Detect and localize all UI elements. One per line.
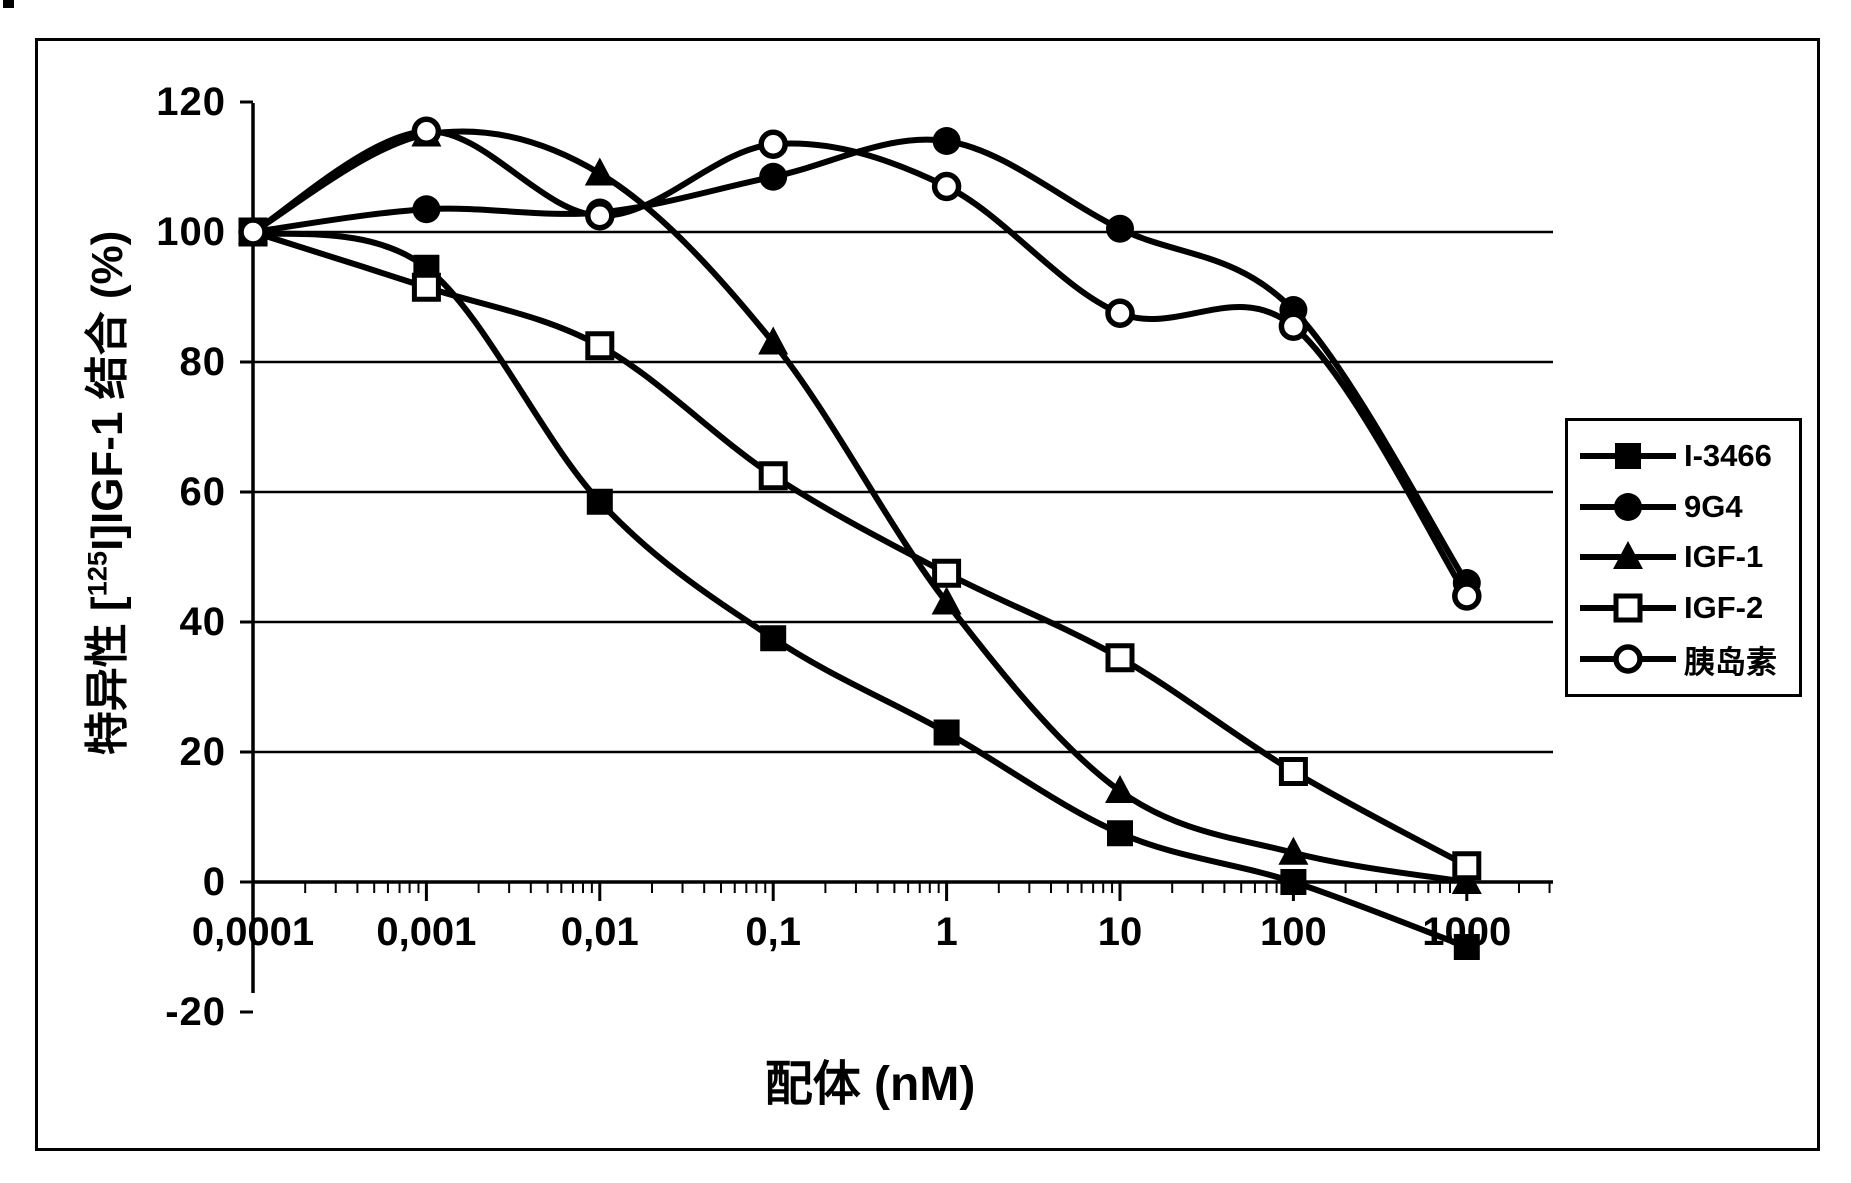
x-tick-label-1: 1 (935, 910, 958, 954)
filled-triangle-marker-IGF-1 (758, 326, 789, 355)
legend-label-9G4: 9G4 (1684, 488, 1743, 524)
scan-artifact (3, 0, 14, 8)
open-square-legend-marker (1613, 593, 1643, 623)
series-curve-I-3466 (250, 229, 1470, 950)
open-circle-marker-胰岛素 (1278, 311, 1309, 341)
x-tick-label-0,001: 0,001 (376, 910, 477, 954)
series-curve-IGF-2 (250, 229, 1470, 869)
open-square-marker-IGF-2 (1452, 851, 1482, 881)
open-square-marker-IGF-2 (1105, 643, 1135, 673)
filled-square-legend-marker (1615, 442, 1641, 469)
x-tick-label-1000: 1000 (1422, 910, 1512, 954)
filled-triangle-legend-icon (1580, 541, 1676, 570)
filled-square-marker-I-3466 (933, 719, 960, 746)
open-circle-marker-胰岛素 (238, 217, 268, 247)
filled-square-legend-icon (1580, 442, 1676, 469)
open-circle-marker-胰岛素 (1105, 298, 1135, 328)
open-circle-legend-marker (1613, 644, 1643, 674)
legend-label-IGF-1: IGF-1 (1684, 539, 1764, 575)
filled-square-marker-I-3466 (1280, 869, 1307, 895)
legend-item-IGF-1: IGF-1 (1578, 537, 1799, 577)
y-axis-title: 特异性 [125I]IGF-1 结合 (%) (71, 53, 133, 933)
open-square-legend-icon (1580, 593, 1676, 623)
filled-circle-marker-9G4 (759, 162, 788, 191)
y-tick-label-120: 120 (156, 80, 226, 124)
x-axis-title: 配体 (nM) (764, 1058, 976, 1111)
open-square-marker-IGF-2 (585, 331, 615, 361)
filled-circle-legend-marker (1614, 492, 1642, 521)
y-tick-label-100: 100 (156, 210, 226, 254)
x-tick-label-0,0001: 0,0001 (191, 910, 315, 954)
filled-triangle-legend-marker (1613, 541, 1643, 570)
x-tick-label-0,01: 0,01 (560, 910, 639, 954)
series-curve-IGF-1 (250, 128, 1470, 885)
legend-label-I-3466: I-3466 (1684, 437, 1772, 473)
open-circle-legend-icon (1580, 644, 1676, 674)
legend-label-胰岛素: 胰岛素 (1684, 644, 1777, 680)
open-circle-marker-胰岛素 (931, 171, 962, 202)
filled-triangle-marker-IGF-1 (584, 157, 615, 186)
open-circle-marker-胰岛素 (411, 116, 442, 146)
y-tick-label-0: 0 (202, 860, 226, 904)
y-tick-label-20: 20 (179, 730, 226, 774)
filled-triangle-marker-IGF-1 (931, 586, 962, 615)
x-tick-label-10: 10 (1097, 910, 1143, 954)
y-axis-title-prefix: 特异性 [ (83, 596, 132, 756)
filled-triangle-marker-IGF-1 (1278, 836, 1309, 865)
figure-border (35, 38, 1820, 1151)
legend-item-胰岛素: 胰岛素 (1578, 639, 1799, 680)
x-tick-label-0,1: 0,1 (745, 910, 801, 954)
y-tick-label--20: -20 (165, 990, 226, 1034)
filled-square-marker-I-3466 (586, 488, 613, 515)
y-axis-title-superscript: 125 (81, 550, 113, 597)
filled-triangle-marker-IGF-1 (1105, 775, 1135, 803)
open-square-marker-IGF-2 (758, 461, 788, 491)
open-circle-marker-胰岛素 (585, 201, 615, 231)
filled-circle-marker-9G4 (1106, 214, 1134, 243)
open-square-marker-IGF-2 (932, 558, 962, 588)
filled-circle-legend-icon (1580, 492, 1676, 521)
filled-circle-marker-9G4 (412, 195, 441, 224)
open-square-marker-IGF-2 (411, 272, 441, 302)
y-tick-label-40: 40 (179, 600, 226, 644)
filled-circle-marker-9G4 (932, 127, 961, 155)
filled-square-marker-I-3466 (1107, 820, 1133, 847)
open-square-marker-IGF-2 (1278, 757, 1308, 786)
x-tick-label-100: 100 (1260, 910, 1327, 954)
legend: I-3466 9G4 IGF-1 IGF-2 胰岛素 (1565, 418, 1802, 697)
series-markers-胰岛素 (238, 116, 1482, 611)
filled-square-marker-I-3466 (760, 625, 787, 652)
y-tick-label-60: 60 (179, 470, 226, 514)
filled-square-marker-I-3466 (1453, 934, 1480, 960)
legend-item-I-3466: I-3466 (1578, 436, 1799, 476)
open-circle-marker-胰岛素 (1452, 581, 1482, 611)
y-axis-title-suffix: I]IGF-1 结合 (%) (83, 230, 132, 551)
legend-label-IGF-2: IGF-2 (1684, 590, 1764, 626)
legend-item-9G4: 9G4 (1578, 487, 1799, 527)
open-circle-marker-胰岛素 (758, 129, 788, 159)
y-tick-label-80: 80 (179, 340, 226, 384)
legend-item-IGF-2: IGF-2 (1578, 588, 1799, 628)
